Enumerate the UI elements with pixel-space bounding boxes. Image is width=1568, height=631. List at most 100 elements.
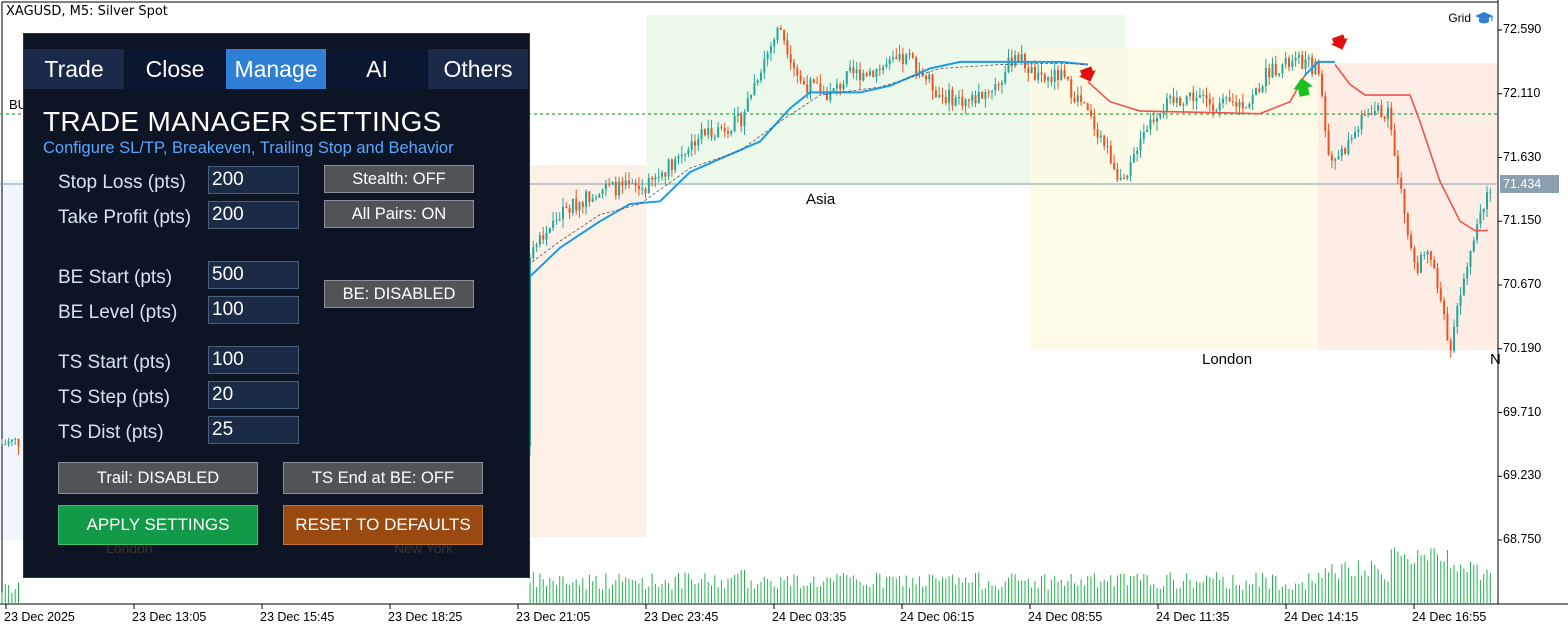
tab-close[interactable]: Close — [125, 49, 226, 89]
candle-body — [961, 97, 964, 106]
candle-body — [1162, 111, 1165, 114]
candle-body — [882, 66, 885, 71]
candle-body — [1149, 119, 1152, 130]
candle-body — [680, 154, 683, 157]
candle-body — [948, 89, 951, 103]
reset-defaults-button[interactable]: RESET TO DEFAULTS — [283, 505, 483, 545]
candle-body — [1403, 188, 1406, 214]
tab-trade[interactable]: Trade — [24, 49, 125, 89]
stop-loss-label: Stop Loss (pts) — [58, 172, 186, 193]
candle-body — [1047, 77, 1050, 81]
candle-body — [14, 438, 17, 440]
candle-body — [786, 40, 789, 55]
be-start-input[interactable] — [208, 261, 299, 289]
stop-loss-input[interactable] — [208, 166, 299, 194]
candle-body — [1420, 254, 1422, 273]
ts-start-input[interactable] — [208, 346, 299, 374]
candle-body — [915, 57, 918, 74]
candle-body — [1205, 94, 1208, 99]
panel-tabs: Trade Close Manage AI Others — [24, 49, 529, 89]
candle-body — [591, 198, 594, 202]
candle-body — [1017, 55, 1020, 61]
chart-title: XAGUSD, M5: Silver Spot — [6, 4, 168, 19]
all-pairs-toggle-button[interactable]: All Pairs: ON — [324, 200, 474, 228]
candle-body — [799, 75, 802, 81]
candle-body — [644, 188, 647, 194]
breakeven-toggle-button[interactable]: BE: DISABLED — [324, 280, 474, 308]
candle-body — [1119, 177, 1122, 180]
candle-body — [1350, 137, 1353, 140]
candle-body — [921, 70, 924, 77]
candle-body — [984, 91, 987, 99]
panel-title: TRADE MANAGER SETTINGS — [43, 106, 442, 137]
be-level-input[interactable] — [208, 296, 299, 324]
candle-body — [664, 172, 667, 177]
candle-body — [895, 57, 898, 60]
candle-body — [1007, 57, 1010, 73]
candle-body — [829, 91, 832, 101]
candle-body — [816, 82, 819, 84]
panel-subtitle: Configure SL/TP, Breakeven, Trailing Sto… — [43, 139, 454, 157]
ts-dist-input[interactable] — [208, 416, 299, 444]
candle-body — [4, 444, 7, 446]
candle-body — [601, 189, 604, 195]
tab-ai[interactable]: AI — [327, 49, 428, 89]
candle-body — [756, 80, 759, 83]
ts-end-at-be-toggle-button[interactable]: TS End at BE: OFF — [283, 462, 483, 494]
candle-body — [954, 97, 957, 106]
candle-body — [868, 70, 871, 76]
candle-body — [852, 67, 855, 74]
candle-body — [958, 97, 960, 99]
candle-body — [967, 99, 970, 101]
grid-button[interactable]: Grid — [1448, 10, 1494, 26]
candle-body — [1225, 97, 1228, 99]
tab-others[interactable]: Others — [428, 49, 529, 89]
candle-body — [1486, 192, 1488, 209]
candle-body — [892, 57, 894, 60]
candle-body — [608, 183, 611, 185]
candle-body — [971, 95, 974, 101]
tab-manage[interactable]: Manage — [226, 49, 327, 89]
candle-body — [694, 141, 696, 146]
candle-body — [901, 53, 904, 64]
candle-body — [578, 202, 581, 211]
candle-body — [1251, 95, 1254, 104]
candle-body — [1208, 98, 1211, 105]
candle-body — [1238, 101, 1241, 107]
price-tick-label: 70.670 — [1503, 277, 1542, 291]
be-start-label: BE Start (pts) — [58, 267, 173, 288]
candle-body — [934, 90, 937, 97]
candle-body — [1126, 175, 1129, 179]
candle-body — [542, 235, 545, 240]
candle-body — [1449, 340, 1452, 351]
candle-body — [1373, 110, 1376, 115]
candle-body — [1334, 159, 1337, 161]
candle-body — [753, 82, 756, 95]
candle-body — [585, 191, 588, 208]
buy-arrow-icon — [1293, 78, 1314, 97]
candle-body — [1281, 64, 1284, 74]
apply-settings-button[interactable]: APPLY SETTINGS — [58, 505, 258, 545]
candle-body — [855, 69, 858, 74]
candle-body — [938, 95, 941, 97]
trail-toggle-button[interactable]: Trail: DISABLED — [58, 462, 258, 494]
candle-body — [1294, 57, 1297, 61]
ts-step-input[interactable] — [208, 381, 299, 409]
candle-body — [565, 206, 568, 209]
candle-body — [618, 181, 621, 196]
candle-body — [1106, 145, 1109, 147]
candle-body — [545, 232, 548, 240]
candle-body — [657, 176, 660, 178]
moving-average-blue-2 — [1304, 60, 1335, 76]
time-tick-label: 24 Dec 08:55 — [1028, 610, 1103, 624]
take-profit-input[interactable] — [208, 201, 299, 229]
candle-body — [1156, 118, 1158, 122]
candle-body — [1370, 113, 1373, 115]
candle-body — [1255, 88, 1257, 96]
stealth-toggle-button[interactable]: Stealth: OFF — [324, 165, 474, 193]
candle-body — [1169, 96, 1172, 99]
session-label-newyork-cut: N — [1490, 351, 1501, 368]
time-tick-label: 23 Dec 18:25 — [388, 610, 463, 624]
candle-body — [727, 131, 729, 134]
